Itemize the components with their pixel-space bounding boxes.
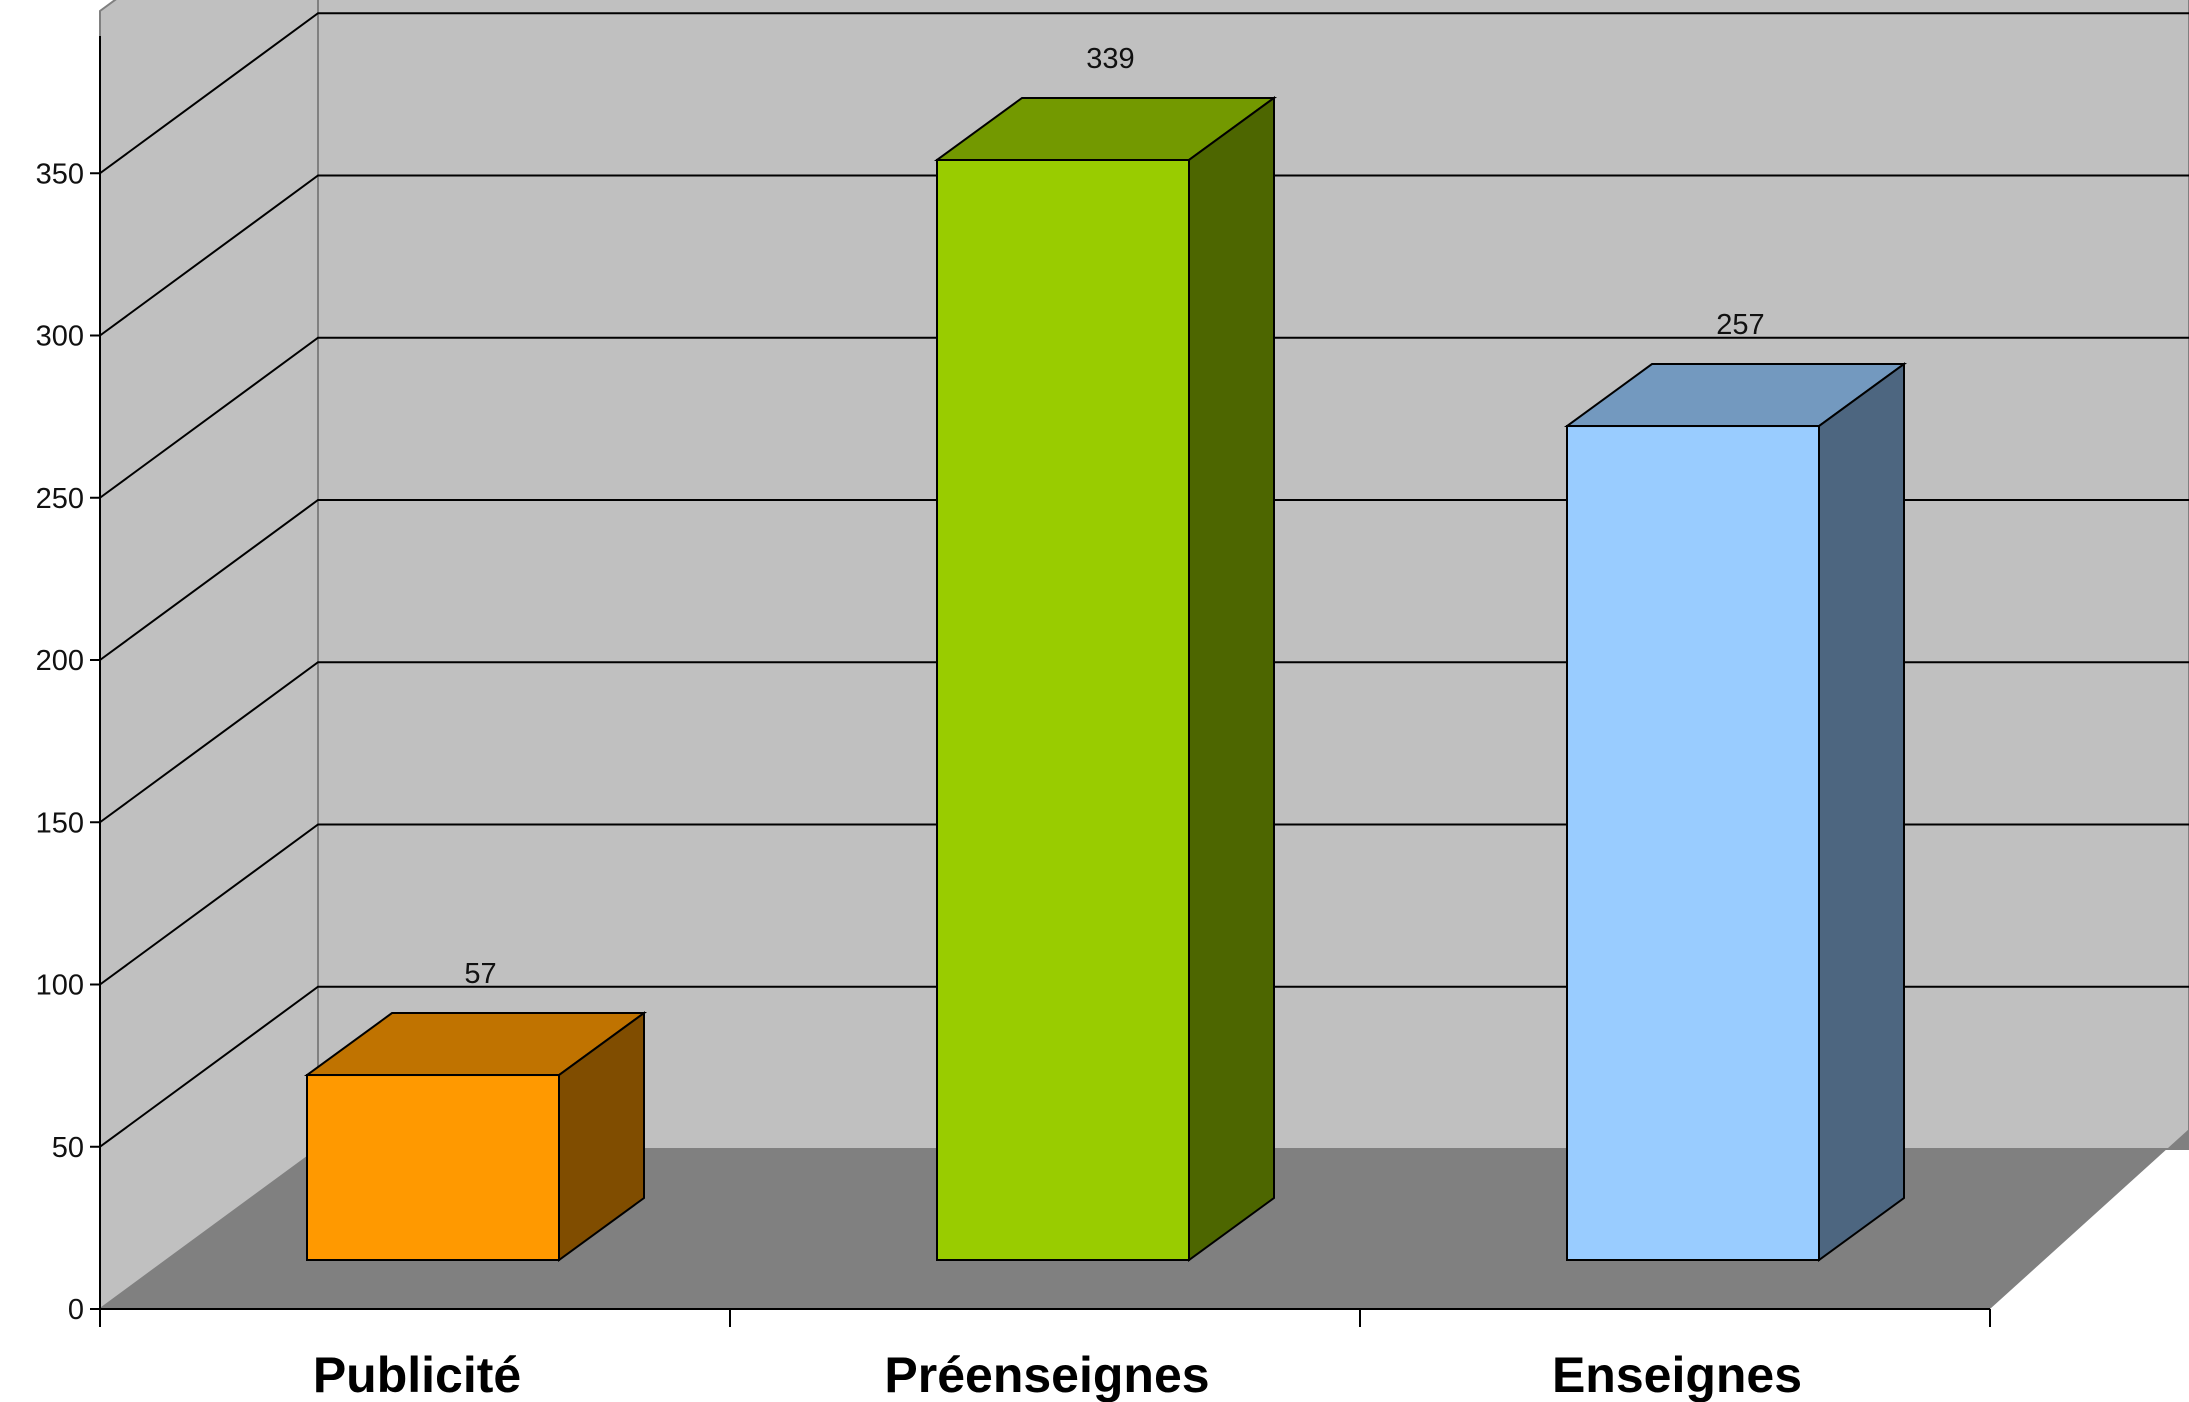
y-tick-label: 0 bbox=[68, 1294, 84, 1326]
bar-1 bbox=[303, 1011, 648, 1262]
gridline bbox=[99, 336, 2189, 499]
bar-side-face bbox=[1818, 362, 1905, 1262]
bar-front-face bbox=[306, 1074, 560, 1262]
axes bbox=[90, 36, 1991, 1327]
gridline bbox=[99, 499, 2189, 661]
bar-side-face bbox=[1188, 95, 1275, 1262]
data-label: 257 bbox=[1716, 309, 1764, 341]
y-tick-label: 100 bbox=[36, 970, 84, 1002]
y-tick-label: 350 bbox=[36, 158, 84, 190]
gridline bbox=[99, 661, 2189, 824]
x-category-label: Enseignes bbox=[1552, 1347, 1802, 1402]
bar-front-face bbox=[936, 158, 1190, 1262]
data-label: 57 bbox=[464, 958, 496, 990]
y-tick-label: 50 bbox=[52, 1132, 84, 1164]
data-label: 339 bbox=[1086, 43, 1134, 75]
bar-side-face bbox=[558, 1011, 645, 1262]
x-category-label: Préenseignes bbox=[884, 1347, 1209, 1402]
y-tick-label: 300 bbox=[36, 321, 84, 353]
bar-2 bbox=[933, 95, 1278, 1262]
x-category-label: Publicité bbox=[313, 1347, 521, 1402]
gridline bbox=[99, 823, 2189, 986]
bars bbox=[303, 95, 1908, 1262]
bar-3 bbox=[1563, 362, 1908, 1262]
gridlines bbox=[99, 12, 2189, 1148]
gridline bbox=[99, 174, 2189, 337]
labels: 0 50 100 150 200 250 300 350 57 Publicité 339 Préen… bbox=[36, 43, 1802, 1402]
y-tick-label: 150 bbox=[36, 807, 84, 839]
side-wall bbox=[99, 0, 319, 1311]
gridline bbox=[99, 985, 2189, 1148]
gridline bbox=[99, 12, 2189, 175]
bar-front-face bbox=[1566, 425, 1820, 1262]
y-tick-label: 200 bbox=[36, 645, 84, 677]
y-tick-label: 250 bbox=[36, 483, 84, 515]
